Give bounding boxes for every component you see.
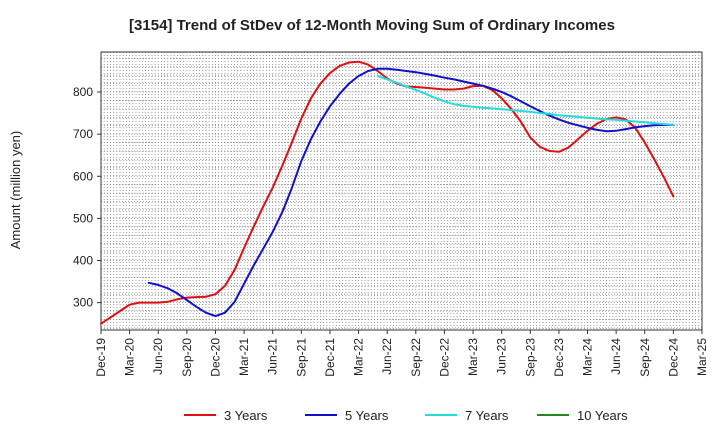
- chart-title: [3154] Trend of StDev of 12-Month Moving…: [129, 17, 615, 34]
- x-tick-label: Jun-23: [495, 338, 509, 375]
- x-tick-label: Mar-24: [581, 338, 595, 376]
- y-tick-label: 500: [73, 211, 93, 225]
- x-tick-label: Sep-22: [409, 338, 423, 377]
- x-tick-label: Mar-20: [123, 338, 137, 376]
- x-tick-label: Jun-22: [380, 338, 394, 375]
- y-tick-label: 800: [73, 85, 93, 99]
- x-tick-label: Sep-23: [523, 338, 537, 377]
- y-tick-label: 700: [73, 127, 93, 141]
- x-tick-label: Dec-19: [94, 338, 108, 377]
- x-tick-label: Mar-23: [466, 338, 480, 376]
- x-tick-label: Mar-21: [237, 338, 251, 376]
- x-tick-label: Dec-22: [437, 338, 451, 377]
- x-tick-label: Sep-20: [180, 338, 194, 377]
- y-tick-label: 600: [73, 169, 93, 183]
- y-axis-label: Amount (million yen): [8, 131, 23, 250]
- plot-frame: [100, 51, 703, 331]
- x-tick-label: Jun-24: [609, 338, 623, 375]
- x-tick-label: Mar-25: [695, 338, 709, 376]
- y-tick-label: 400: [73, 254, 93, 268]
- x-tick-label: Dec-21: [323, 338, 337, 377]
- x-tick-label: Jun-21: [266, 338, 280, 375]
- x-tick-label: Dec-23: [552, 338, 566, 377]
- plot-area: 300 400 500 600 700 800 Dec-19 Mar-20 Jun-20 Sep-…: [73, 51, 709, 377]
- x-tick-label: Dec-20: [208, 338, 222, 377]
- x-tick-label: Sep-24: [638, 338, 652, 377]
- series-line-3: [376, 75, 675, 126]
- legend-label: 5 Years: [345, 408, 389, 423]
- x-tick-label: Sep-21: [294, 338, 308, 377]
- x-tick-label: Jun-20: [151, 338, 165, 375]
- plot-background: [101, 52, 702, 330]
- series-line-2: [147, 67, 675, 318]
- legend: 3 Years 5 Years 7 Years 10 Years: [184, 408, 628, 423]
- legend-label: 7 Years: [465, 408, 509, 423]
- legend-label: 3 Years: [224, 408, 268, 423]
- y-tick-label: 300: [73, 296, 93, 310]
- x-tick-label: Mar-22: [352, 338, 366, 376]
- legend-label: 10 Years: [577, 408, 628, 423]
- x-tick-label: Dec-24: [666, 338, 680, 377]
